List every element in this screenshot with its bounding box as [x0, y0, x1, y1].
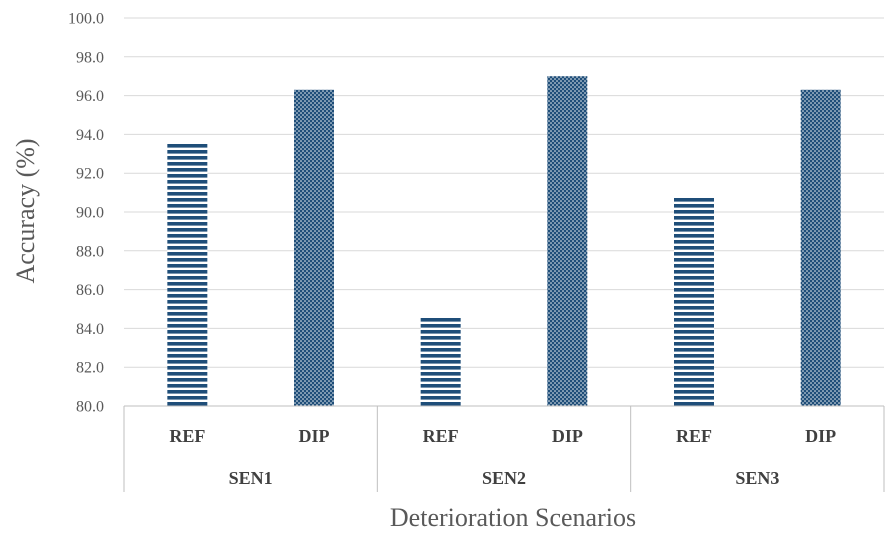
x-group-label: SEN1 — [229, 468, 273, 488]
bars — [167, 76, 841, 406]
x-sub-category-label: DIP — [552, 426, 583, 446]
y-tick-label: 86.0 — [76, 282, 104, 299]
gridlines — [124, 17, 884, 368]
y-tick-label: 82.0 — [76, 360, 104, 377]
y-tick-label: 90.0 — [76, 205, 104, 222]
bar-sen2-dip — [547, 76, 588, 406]
y-tick-label: 94.0 — [76, 127, 104, 144]
x-sub-category-label: DIP — [299, 426, 330, 446]
y-axis-ticks: 80.0 82.0 84.0 86.0 88.0 90.0 92.0 94.0 96.0 98.0… — [68, 11, 104, 416]
bar-sen1-dip — [294, 89, 334, 406]
x-sub-category-label: REF — [423, 426, 459, 446]
bar-sen2-ref — [420, 316, 461, 406]
x-group-label: SEN3 — [735, 468, 779, 488]
y-axis-title: Accuracy (%) — [11, 138, 40, 283]
x-axis: REF DIP SEN1 REF DIP SEN2 REF DIP SEN3 — [123, 405, 885, 492]
y-tick-label: 100.0 — [68, 11, 104, 28]
x-axis-title: Deterioration Scenarios — [390, 503, 636, 532]
y-tick-label: 88.0 — [76, 243, 104, 260]
bar-sen3-ref — [674, 196, 714, 406]
y-tick-label: 96.0 — [76, 88, 104, 105]
y-tick-label: 80.0 — [76, 399, 104, 416]
x-sub-category-label: REF — [169, 426, 205, 446]
bar-sen1-ref — [167, 142, 208, 406]
x-sub-category-label: DIP — [805, 426, 836, 446]
y-tick-label: 92.0 — [76, 166, 104, 183]
y-tick-label: 84.0 — [76, 321, 104, 338]
bar-sen3-dip — [800, 89, 841, 406]
x-group-label: SEN2 — [482, 468, 526, 488]
x-sub-category-label: REF — [676, 426, 712, 446]
y-tick-label: 98.0 — [76, 49, 104, 66]
